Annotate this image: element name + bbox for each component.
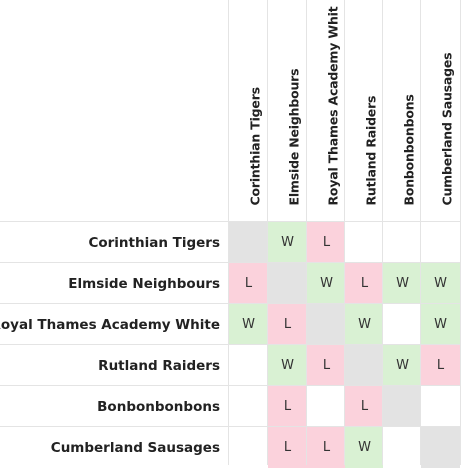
empty-cell (229, 345, 268, 386)
empty-cell (345, 222, 384, 263)
column-header: Elmside Neighbours (268, 0, 307, 221)
empty-cell (383, 427, 422, 468)
grid-line-horizontal (0, 344, 461, 345)
column-header: Rutland Raiders (345, 0, 384, 221)
grid-line-vertical (344, 0, 345, 465)
column-header-label: Royal Thames Academy Whit (325, 6, 340, 206)
win-cell: W (383, 263, 422, 304)
self-match-cell (345, 345, 384, 386)
empty-cell (229, 386, 268, 427)
win-cell: W (307, 263, 346, 304)
column-header: Royal Thames Academy Whit (307, 0, 346, 221)
grid-line-vertical (306, 0, 307, 465)
row-header: Bonbonbonbons (97, 398, 220, 415)
loss-cell: L (421, 345, 460, 386)
loss-cell: L (268, 304, 307, 345)
row-header: Rutland Raiders (98, 357, 220, 374)
self-match-cell (229, 222, 268, 263)
loss-cell: L (268, 427, 307, 468)
loss-cell: L (307, 222, 346, 263)
empty-cell (421, 222, 460, 263)
win-cell: W (421, 304, 460, 345)
grid-line-horizontal (0, 262, 461, 263)
row-header: Royal Thames Academy White (0, 316, 220, 333)
column-header-label: Cumberland Sausages (439, 52, 454, 206)
grid-line-horizontal (0, 385, 461, 386)
loss-cell: L (268, 386, 307, 427)
empty-cell (421, 386, 460, 427)
grid-line-horizontal (0, 426, 461, 427)
empty-cell (383, 304, 422, 345)
grid-line-horizontal (0, 303, 461, 304)
column-header: Corinthian Tigers (229, 0, 268, 221)
self-match-cell (421, 427, 460, 468)
empty-cell (383, 222, 422, 263)
self-match-cell (268, 263, 307, 304)
column-header: Cumberland Sausages (421, 0, 460, 221)
loss-cell: L (229, 263, 268, 304)
win-cell: W (421, 263, 460, 304)
grid-line-vertical (228, 0, 229, 465)
column-header-label: Bonbonbonbons (401, 94, 416, 206)
row-header: Cumberland Sausages (50, 439, 220, 456)
self-match-cell (383, 386, 422, 427)
win-cell: W (229, 304, 268, 345)
grid-line-vertical (420, 0, 421, 465)
loss-cell: L (345, 386, 384, 427)
column-header-label: Elmside Neighbours (286, 68, 301, 206)
column-header-label: Rutland Raiders (363, 95, 378, 206)
loss-cell: L (307, 427, 346, 468)
grid-line-horizontal (0, 221, 461, 222)
self-match-cell (307, 304, 346, 345)
empty-cell (229, 427, 268, 468)
win-cell: W (345, 304, 384, 345)
column-header: Bonbonbonbons (383, 0, 422, 221)
row-header: Elmside Neighbours (68, 275, 220, 292)
loss-cell: L (345, 263, 384, 304)
grid-line-vertical (382, 0, 383, 465)
win-cell: W (268, 345, 307, 386)
win-cell: W (383, 345, 422, 386)
win-cell: W (268, 222, 307, 263)
row-header: Corinthian Tigers (88, 234, 220, 251)
empty-cell (307, 386, 346, 427)
win-cell: W (345, 427, 384, 468)
loss-cell: L (307, 345, 346, 386)
grid-line-vertical (267, 0, 268, 465)
column-header-label: Corinthian Tigers (247, 87, 262, 206)
